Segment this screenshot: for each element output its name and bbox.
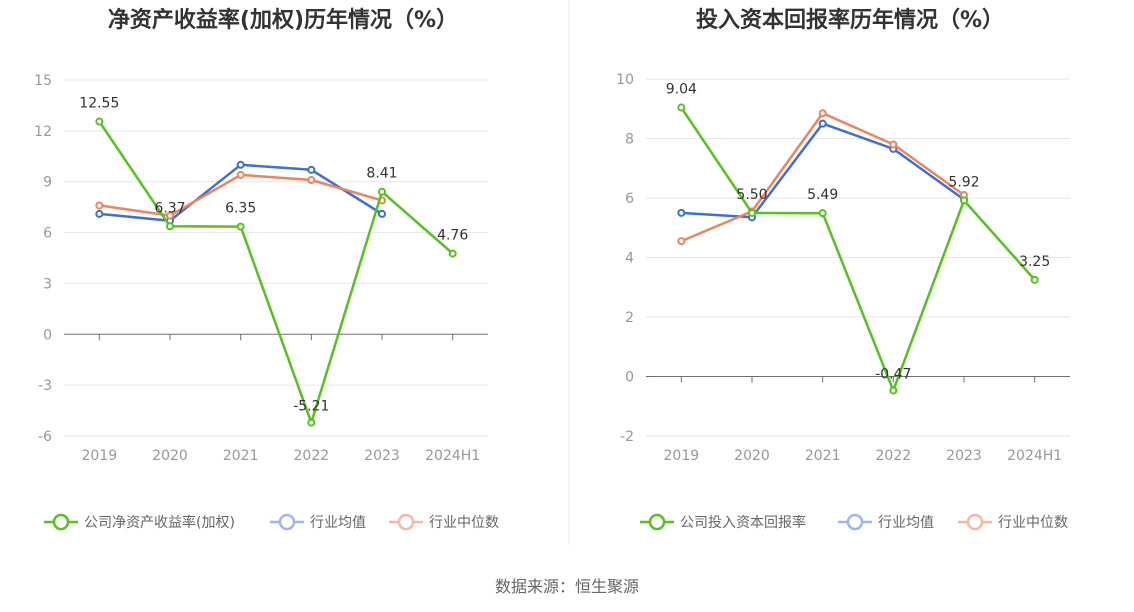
roe-series-point-1 — [95, 209, 104, 218]
roe-legend-label: 公司净资产收益率(加权) — [84, 514, 235, 531]
roic-legend-label: 公司投入资本回报率 — [680, 514, 806, 531]
roic-data-label: 3.25 — [1019, 254, 1050, 270]
roe-series-point-2 — [95, 201, 104, 210]
roic-legend-swatch-marker — [966, 513, 984, 531]
roic-y-tick-label: 0 — [625, 370, 634, 386]
roe-series-point-0 — [95, 117, 104, 126]
roe-x-tick-label: 2022 — [294, 448, 330, 464]
roe-series-point-0 — [166, 222, 174, 231]
roe-x-tick-label: 2024H1 — [425, 448, 480, 464]
roe-y-tick-label: 12 — [34, 124, 52, 140]
roic-y-tick-label: -2 — [620, 429, 634, 445]
roe-series-point-2 — [166, 211, 174, 220]
roe-x-tick-label: 2019 — [82, 448, 118, 464]
roic-series-point-2 — [818, 109, 827, 118]
data-source-note: 数据来源：恒生聚源 — [495, 577, 639, 596]
roe-legend-swatch-marker — [278, 513, 296, 531]
roic-chart-title: 投入资本回报率历年情况（%） — [696, 7, 1004, 33]
roe-series-line-0 — [98, 120, 454, 424]
roe-y-tick-label: 9 — [43, 175, 52, 191]
roe-series-point-1 — [236, 160, 245, 169]
roic-series-point-0 — [677, 103, 686, 112]
roe-y-tick-label: -6 — [38, 429, 52, 445]
roic-data-label: 5.49 — [807, 187, 838, 203]
roic-series-point-1 — [677, 208, 686, 217]
roic-legend-label: 行业中位数 — [998, 515, 1068, 531]
roe-chart-panel: 净资产收益率(加权)历年情况（%） -6 -3 0 3 6 9 12 15 2019 2020 202… — [34, 7, 499, 531]
roe-series-point-0 — [236, 222, 245, 231]
roe-y-tick-label: -3 — [38, 378, 52, 394]
roic-x-tick-label: 2022 — [876, 448, 912, 464]
roe-chart-title: 净资产收益率(加权)历年情况（%） — [108, 7, 458, 33]
roic-data-label: 5.50 — [736, 187, 767, 203]
roic-series-point-2 — [677, 237, 686, 246]
roe-x-tick-label: 2021 — [223, 448, 259, 464]
roic-y-tick-label: 6 — [625, 191, 634, 207]
roic-legend-swatch-marker — [846, 513, 864, 531]
roic-series-point-0 — [1030, 275, 1039, 284]
roic-x-tick-label: 2020 — [734, 448, 770, 464]
roe-series-point-1 — [378, 209, 386, 218]
roic-series-point-2 — [889, 140, 898, 149]
roic-series-line-2 — [680, 111, 965, 243]
roic-x-tick-label: 2019 — [664, 448, 700, 464]
roe-x-tick-label: 2020 — [152, 448, 188, 464]
roe-data-label: 6.37 — [154, 200, 185, 216]
roe-y-tick-label: 0 — [43, 327, 52, 343]
roic-y-tick-label: 4 — [625, 251, 634, 267]
roe-y-tick-label: 15 — [34, 73, 52, 89]
roic-series-point-0 — [889, 386, 898, 395]
roic-data-label: 9.04 — [666, 82, 697, 98]
roic-legend-swatch-marker — [648, 513, 666, 531]
roe-legend-label: 行业均值 — [310, 515, 366, 531]
roe-series-point-0 — [378, 187, 386, 196]
roic-series-point-0 — [818, 209, 827, 218]
roe-series-point-1 — [307, 165, 316, 174]
roic-x-tick-label: 2023 — [946, 448, 982, 464]
roic-y-tick-label: 2 — [625, 310, 634, 326]
roe-data-label: -5.21 — [293, 399, 329, 415]
roic-y-tick-label: 8 — [625, 132, 634, 148]
roe-series-point-0 — [307, 418, 316, 427]
roe-series-point-2 — [307, 176, 316, 185]
roe-legend-label: 行业中位数 — [429, 515, 499, 531]
roe-data-label: 6.35 — [225, 201, 256, 217]
roic-legend-label: 行业均值 — [878, 515, 934, 531]
roe-x-tick-label: 2023 — [364, 448, 400, 464]
roe-legend-swatch-marker — [52, 513, 70, 531]
roic-x-tick-label: 2021 — [805, 448, 841, 464]
roic-data-label: -0.47 — [875, 366, 911, 382]
roe-data-label: 12.55 — [79, 96, 119, 112]
roic-series-point-1 — [818, 119, 827, 128]
roic-series-point-0 — [748, 208, 756, 217]
roic-series-point-0 — [960, 196, 968, 205]
roic-chart-panel: 投入资本回报率历年情况（%） -2 0 2 4 6 8 10 2019 2020 2021 2022 2… — [616, 7, 1070, 531]
roe-series-point-2 — [236, 170, 245, 179]
roe-data-label: 4.76 — [437, 228, 468, 244]
roe-legend-swatch-marker — [397, 513, 415, 531]
roe-data-label: 8.41 — [366, 166, 397, 182]
roe-y-tick-label: 3 — [43, 276, 52, 292]
roic-y-tick-label: 10 — [616, 72, 634, 88]
roic-x-tick-label: 2024H1 — [1007, 448, 1062, 464]
roe-series-point-0 — [448, 249, 457, 258]
roe-y-tick-label: 6 — [43, 226, 52, 242]
roic-series-line-0 — [680, 106, 1036, 392]
roic-data-label: 5.92 — [948, 174, 979, 190]
